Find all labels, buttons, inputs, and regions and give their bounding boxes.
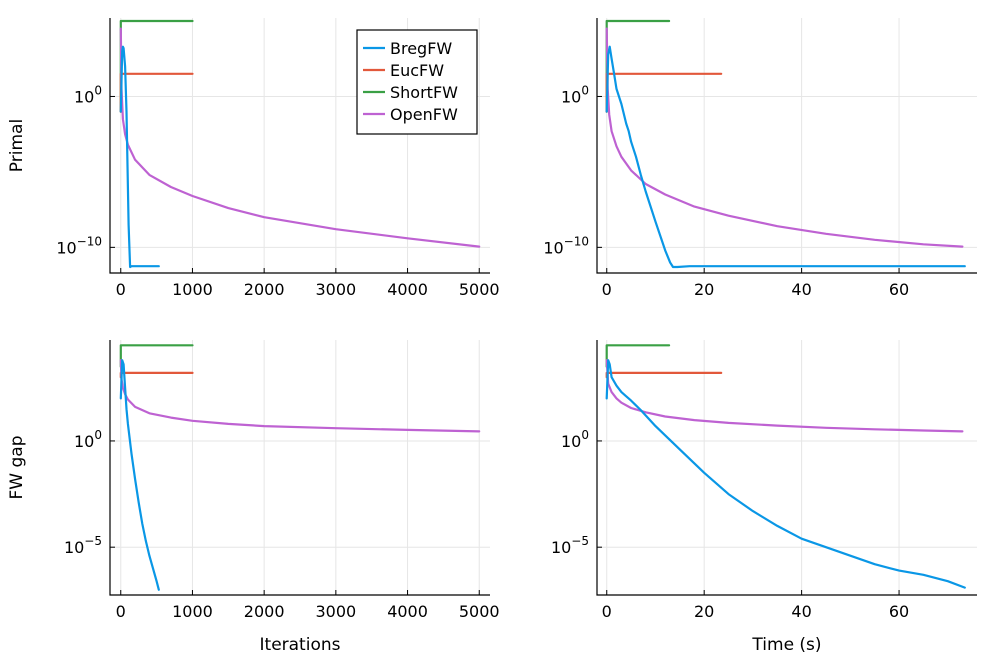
x-tick-label: 3000 [315, 602, 356, 621]
panel-gap-iterations: 0 1000 2000 3000 4000 5000 100 10−5 FW gap Iterat… [7, 340, 500, 655]
x-tick-label: 0 [602, 280, 612, 299]
x-tick-label: 20 [694, 602, 714, 621]
x-tick-label: 60 [889, 280, 909, 299]
series-line-bregfw [119, 45, 160, 269]
legend-label-eucfw: EucFW [390, 61, 444, 80]
x-tick-label: 3000 [315, 280, 356, 299]
gridlines [110, 340, 490, 595]
series-line-bregfw [605, 359, 966, 589]
axis-lines [596, 18, 977, 274]
series-line-eucfw [119, 371, 194, 379]
x-axis-title: Time (s) [751, 635, 821, 655]
series-line-shortfw [119, 19, 194, 113]
series-line-shortfw [605, 344, 671, 368]
series-line-bregfw [119, 359, 160, 591]
x-tick-label: 20 [694, 280, 714, 299]
y-axis-title: FW gap [7, 436, 27, 500]
axis-lines [596, 340, 977, 596]
axis-lines [109, 18, 490, 274]
x-tick-label: 2000 [244, 280, 285, 299]
x-tick-label: 40 [791, 280, 811, 299]
y-tick-label: 100 [561, 428, 589, 451]
x-tick-label: 40 [791, 602, 811, 621]
x-tick-label: 0 [116, 602, 126, 621]
legend: BregFW EucFW ShortFW OpenFW [356, 29, 478, 135]
series-group [605, 344, 966, 589]
x-tick-label: 4000 [387, 280, 428, 299]
x-tick-label: 1000 [172, 602, 213, 621]
gridlines [597, 18, 977, 273]
series-line-openfw [119, 27, 481, 248]
x-tick-label: 0 [602, 602, 612, 621]
panel-primal-iterations: 0 1000 2000 3000 4000 5000 100 10−10 Primal [7, 18, 500, 299]
series-line-bregfw [605, 45, 966, 269]
series-line-openfw [605, 359, 964, 433]
x-tick-label: 1000 [172, 280, 213, 299]
y-tick-label: 100 [74, 428, 102, 451]
series-line-openfw [605, 27, 964, 248]
legend-label-openfw: OpenFW [390, 105, 458, 124]
panel-gap-time: 0 20 40 60 100 10−5 Time (s) [551, 340, 977, 655]
y-axis-title: Primal [7, 119, 27, 172]
y-tick-label: 100 [74, 83, 102, 106]
y-tick-label: 100 [561, 83, 589, 106]
y-tick-label: 10−10 [56, 234, 102, 257]
y-tick-label: 10−5 [64, 534, 102, 557]
x-tick-label: 4000 [387, 602, 428, 621]
x-tick-label: 0 [116, 280, 126, 299]
x-tick-label: 5000 [459, 602, 500, 621]
series-line-openfw [119, 359, 481, 433]
series-group [119, 19, 481, 269]
y-tick-label: 10−5 [551, 534, 589, 557]
axis-lines [109, 340, 490, 596]
x-tick-label: 60 [889, 602, 909, 621]
legend-label-shortfw: ShortFW [390, 83, 458, 102]
series-group [119, 344, 481, 591]
x-tick-label: 2000 [244, 602, 285, 621]
y-tick-label: 10−10 [543, 234, 589, 257]
series-line-shortfw [605, 19, 671, 113]
series-line-shortfw [119, 344, 194, 368]
legend-label-bregfw: BregFW [390, 39, 452, 58]
x-tick-label: 5000 [459, 280, 500, 299]
series-line-eucfw [119, 72, 194, 113]
gridlines [597, 340, 977, 595]
x-axis-title: Iterations [260, 635, 341, 655]
series-group [605, 19, 966, 269]
panel-primal-time: 0 20 40 60 100 10−10 [543, 18, 977, 299]
